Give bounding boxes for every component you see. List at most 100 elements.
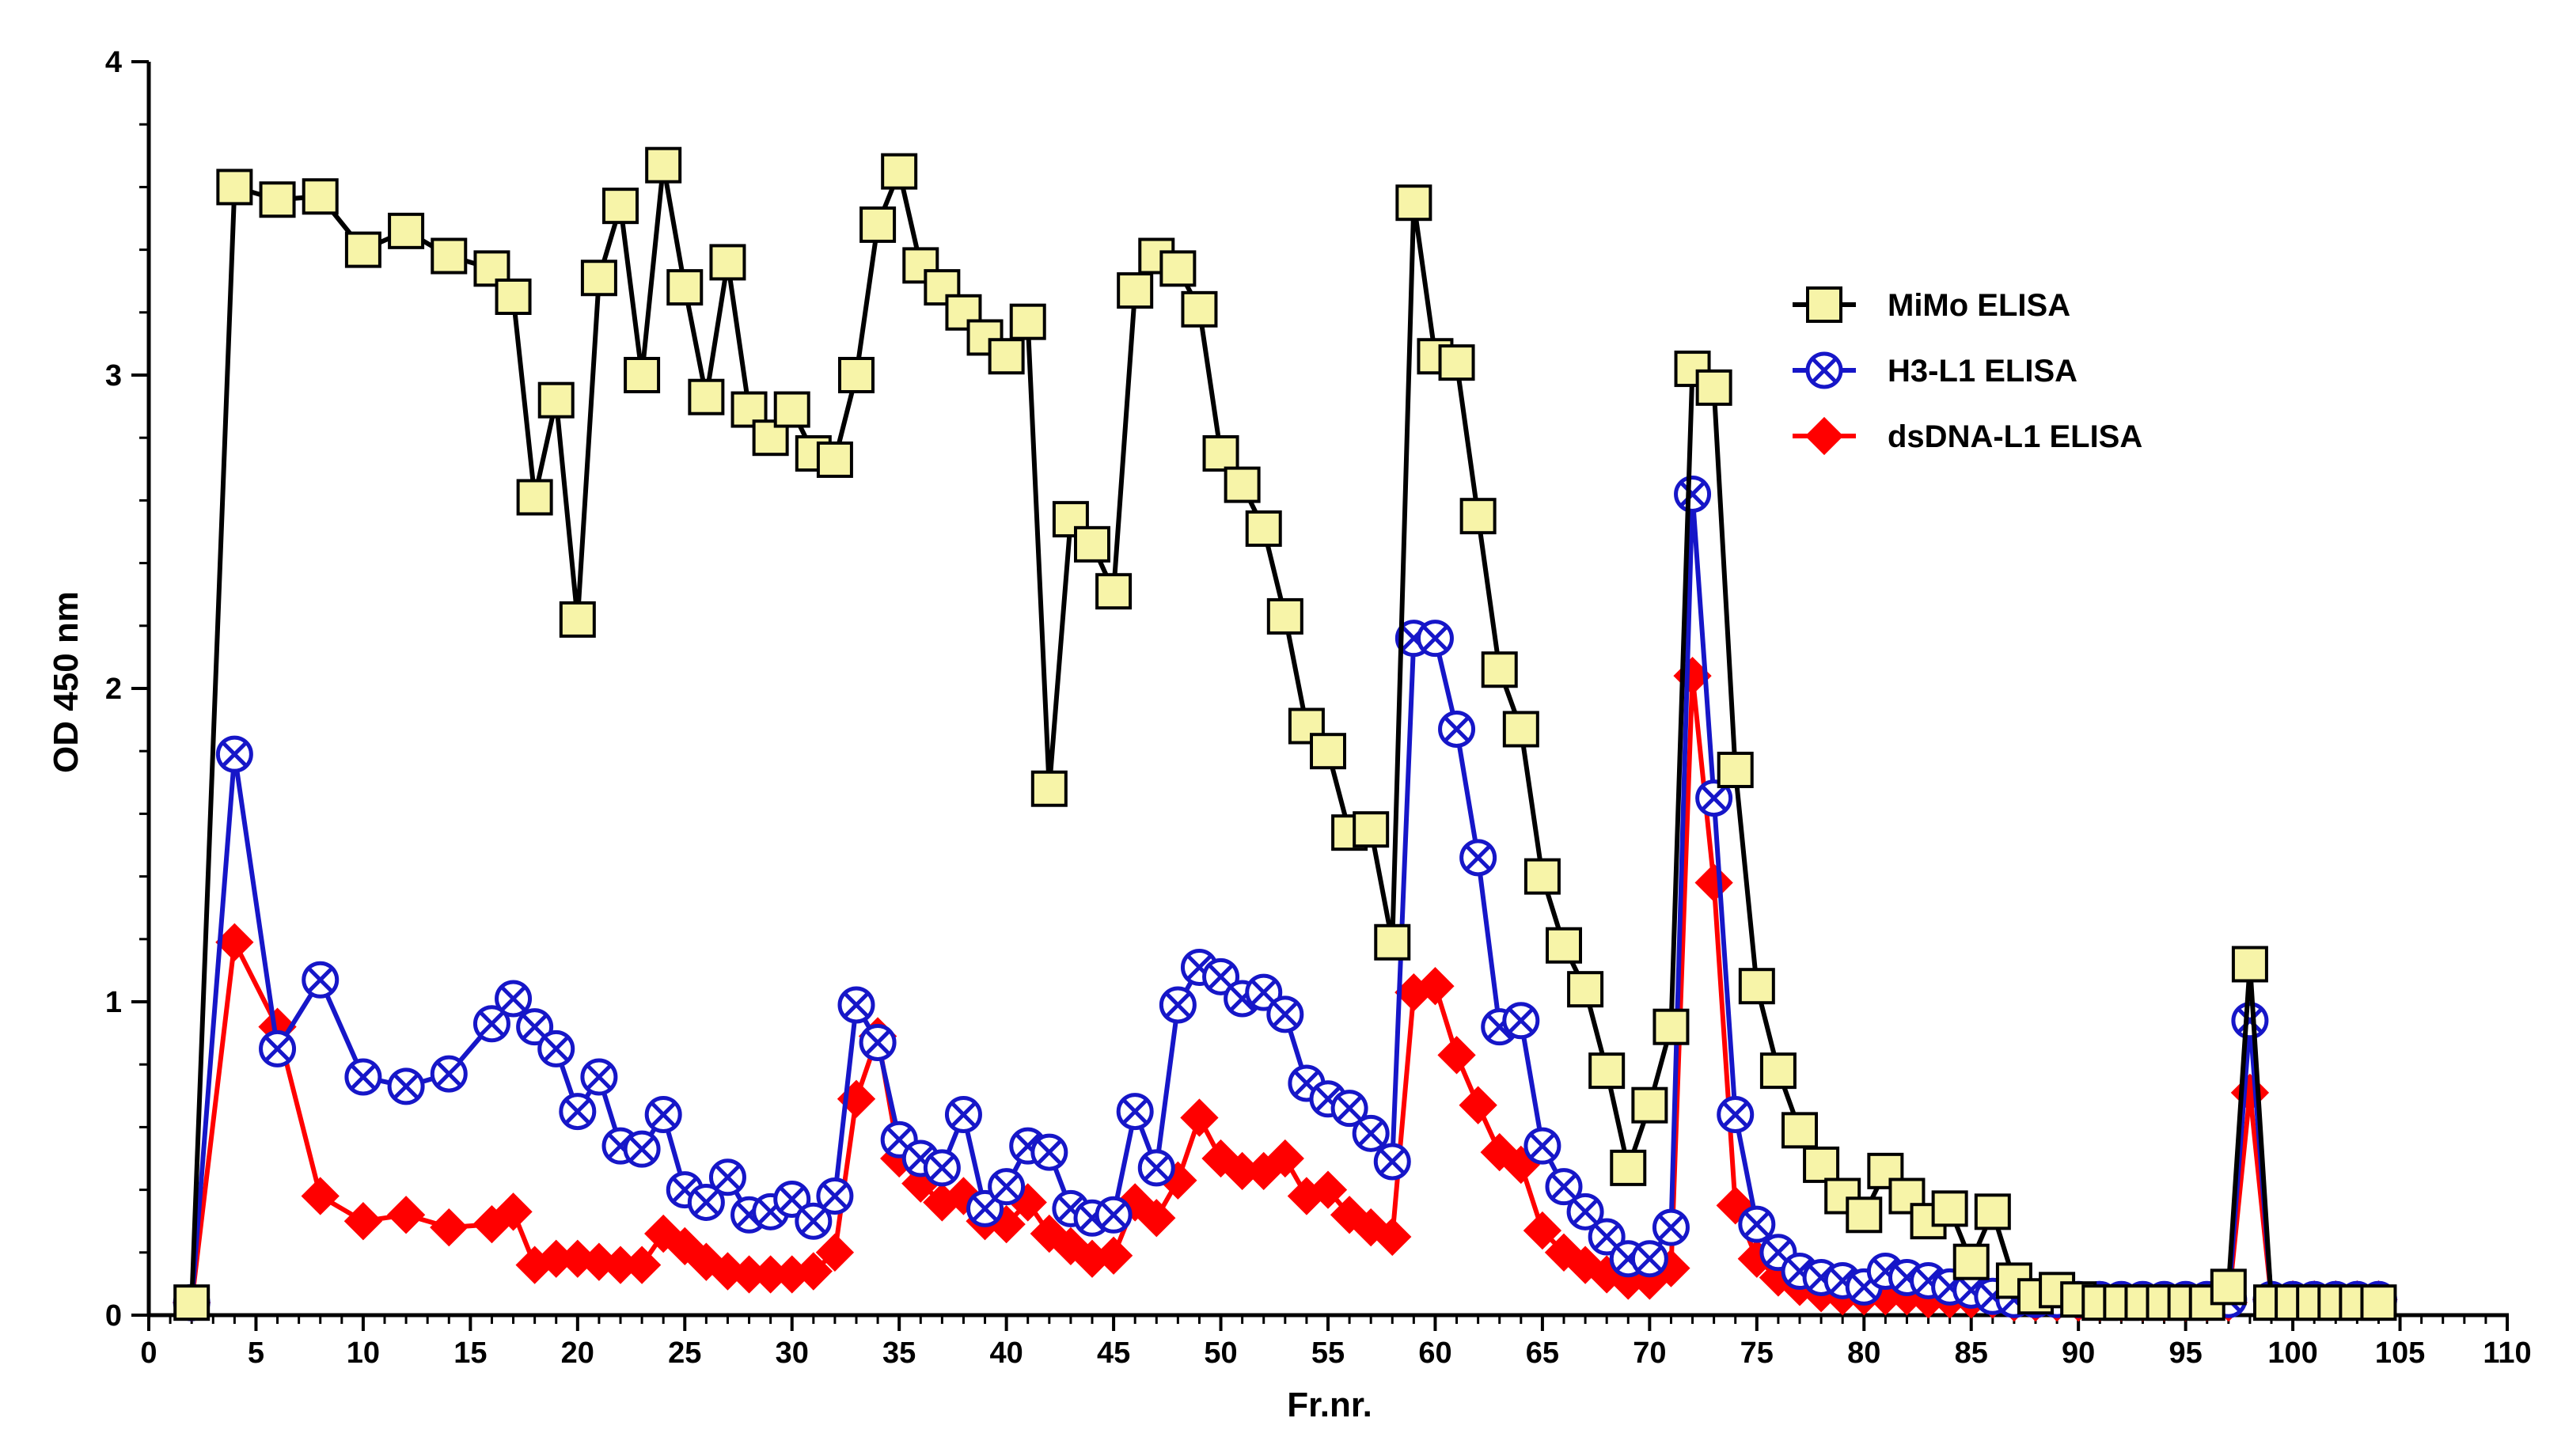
dsdna-point <box>794 1252 833 1291</box>
h3-point <box>795 1202 833 1240</box>
h3-point <box>1438 710 1476 748</box>
h3-point-cross <box>1722 1101 1748 1128</box>
dsdna-point <box>815 1233 855 1272</box>
dsdna-point <box>343 1202 383 1241</box>
mimo-point <box>1030 770 1068 807</box>
h3-point-cross <box>1529 1133 1555 1159</box>
mimo-point <box>1502 711 1539 748</box>
mimo-point <box>216 169 253 206</box>
series-mimo-elisa <box>173 146 2397 1321</box>
mimo-point <box>1224 466 1261 503</box>
mimo-point <box>1481 651 1518 688</box>
h3-point <box>923 1149 961 1187</box>
h3-point <box>708 1158 746 1196</box>
h3-point-cross <box>1915 1268 1941 1294</box>
mimo-point <box>1095 573 1133 610</box>
h3-point-cross <box>393 1073 419 1099</box>
h3-point <box>644 1096 682 1134</box>
mimo-point <box>838 357 875 393</box>
h3-point <box>1630 1240 1668 1278</box>
h3-point <box>944 1096 982 1134</box>
h3-point-cross <box>715 1164 741 1190</box>
mimo-point <box>1245 510 1282 548</box>
y-axis-title: OD 450 nm <box>47 591 85 773</box>
h3-point <box>259 1029 297 1067</box>
x-tick-label: 65 <box>1526 1337 1559 1370</box>
dsdna-point <box>1137 1199 1176 1238</box>
mimo-point <box>730 391 768 428</box>
x-tick-label: 0 <box>140 1337 157 1370</box>
h3-point-cross <box>1057 1196 1083 1222</box>
h3-point-cross <box>2237 1007 2263 1033</box>
y-tick-label: 4 <box>105 46 122 79</box>
h3-point <box>1566 1192 1604 1230</box>
mimo-point <box>1806 286 1842 323</box>
mimo-point <box>1009 303 1046 340</box>
h3-point <box>1545 1168 1583 1206</box>
h3-point <box>773 1180 811 1218</box>
mimo-point <box>1074 525 1110 563</box>
mimo-point <box>966 319 1004 356</box>
dsdna-point <box>494 1192 533 1231</box>
h3-point-cross <box>1165 992 1191 1018</box>
mimo-point <box>645 146 682 184</box>
mimo-point <box>816 441 853 478</box>
h3-point-cross <box>586 1064 612 1090</box>
dsdna-point <box>666 1227 704 1266</box>
x-tick-label: 45 <box>1097 1337 1130 1370</box>
h3-point-cross <box>1465 844 1491 870</box>
h3-point-cross <box>1637 1246 1663 1272</box>
h3-point-cross <box>1444 716 1470 742</box>
h3-point-cross <box>1830 1268 1856 1294</box>
dsdna-point <box>1416 967 1455 1006</box>
dsdna-point <box>537 1239 575 1278</box>
h3-point-cross <box>543 1036 569 1062</box>
mimo-point <box>624 357 661 393</box>
h3-point-cross <box>886 1127 913 1153</box>
dsdna-point <box>472 1205 511 1244</box>
mimo-point <box>1353 811 1390 848</box>
h3-point <box>1159 986 1197 1024</box>
x-tick-label: 95 <box>2168 1337 2202 1370</box>
legend-label: dsDNA-L1 ELISA <box>1888 419 2142 454</box>
legend-entry: H3-L1 ELISA <box>1793 351 2077 389</box>
y-tick-label: 1 <box>105 986 122 1019</box>
mimo-point <box>2360 1284 2397 1321</box>
h3-point-cross <box>950 1101 977 1128</box>
h3-point-cross <box>1679 481 1706 507</box>
h3-point-cross <box>1293 1070 1319 1097</box>
h3-point <box>1717 1096 1755 1134</box>
h3-point <box>1416 620 1454 658</box>
h3-point-cross <box>1250 980 1277 1006</box>
h3-point-cross <box>500 985 526 1012</box>
legend-entry: dsDNA-L1 ELISA <box>1793 416 2142 456</box>
mimo-point <box>1266 597 1303 635</box>
legend: MiMo ELISA H3-L1 ELISA dsDNA-L1 ELISA <box>1793 286 2142 456</box>
h3-point <box>1266 995 1304 1033</box>
h3-point-cross <box>821 1183 848 1209</box>
h3-point-cross <box>972 1196 998 1222</box>
dsdna-point <box>1652 1249 1690 1287</box>
h3-point <box>623 1130 661 1168</box>
h3-point-cross <box>629 1136 655 1162</box>
mimo-point <box>302 178 339 215</box>
mimo-point <box>431 237 468 275</box>
h3-point-cross <box>1658 1215 1684 1241</box>
mimo-point <box>602 188 639 225</box>
x-tick-label: 20 <box>561 1337 594 1370</box>
dsdna-point <box>1523 1211 1562 1250</box>
mimo-point <box>1652 1008 1690 1045</box>
x-axis-title: Fr.nr. <box>1287 1386 1372 1424</box>
h3-point-cross <box>307 967 333 993</box>
h3-point-cross <box>1015 1133 1041 1159</box>
mimo-point <box>1181 290 1218 328</box>
h3-point-cross <box>672 1177 698 1203</box>
h3-point-cross <box>1036 1139 1062 1166</box>
h3-point-cross <box>1701 785 1727 811</box>
mimo-point <box>173 1284 211 1321</box>
h3-point <box>344 1058 382 1096</box>
mimo-point <box>1159 250 1197 287</box>
h3-point <box>1805 351 1843 389</box>
dsdna-point <box>1737 1239 1776 1278</box>
dsdna-point <box>515 1246 554 1284</box>
